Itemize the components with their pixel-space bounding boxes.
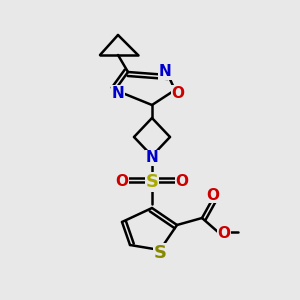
Text: N: N bbox=[159, 64, 171, 80]
Text: O: O bbox=[172, 85, 184, 100]
Text: N: N bbox=[146, 151, 158, 166]
Text: O: O bbox=[176, 175, 188, 190]
Text: O: O bbox=[218, 226, 230, 242]
Text: N: N bbox=[112, 85, 124, 100]
Text: O: O bbox=[206, 188, 220, 202]
Text: S: S bbox=[146, 173, 158, 191]
Text: O: O bbox=[116, 175, 128, 190]
Text: S: S bbox=[154, 244, 166, 262]
